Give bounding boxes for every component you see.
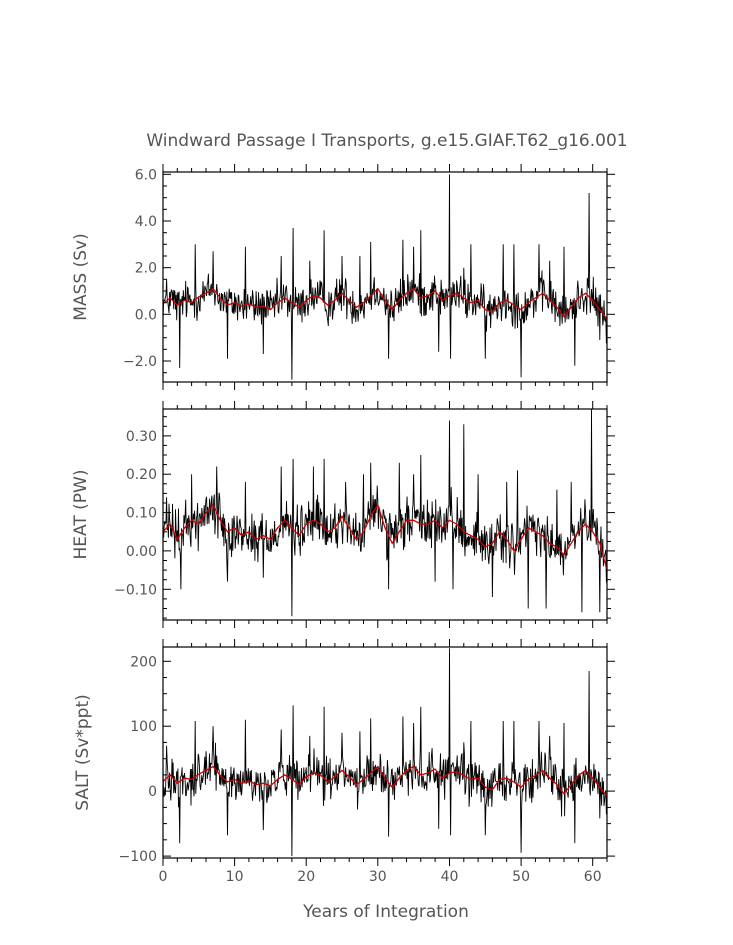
mass-y-axis-label: MASS (Sv) bbox=[71, 233, 91, 320]
x-tick-label: 30 bbox=[369, 869, 387, 885]
salt-monthly-line bbox=[163, 648, 607, 857]
salt-y-tick-label: −100 bbox=[119, 849, 157, 865]
salt-plot-frame bbox=[162, 646, 608, 859]
mass-y-tick-label: −2.0 bbox=[123, 354, 157, 370]
chart-title: Windward Passage I Transports, g.e15.GIA… bbox=[146, 131, 627, 151]
x-tick-label: 40 bbox=[441, 869, 459, 885]
heat-smoothed-line bbox=[163, 503, 607, 571]
mass-y-tick-label: 0.0 bbox=[135, 307, 157, 323]
heat-y-axis-label: HEAT (PW) bbox=[71, 470, 91, 560]
heat-y-tick-label: 0.30 bbox=[126, 429, 157, 445]
mass-y-tick-label: 2.0 bbox=[135, 261, 157, 277]
salt-y-tick-label: 100 bbox=[130, 719, 157, 735]
mass-y-tick-label: 4.0 bbox=[135, 214, 157, 230]
x-tick-label: 10 bbox=[226, 869, 244, 885]
mass-smoothed-line bbox=[163, 287, 607, 320]
x-tick-label: 60 bbox=[584, 869, 602, 885]
x-tick-label: 50 bbox=[512, 869, 530, 885]
x-tick-label: 0 bbox=[159, 869, 168, 885]
heat-y-tick-label: 0.20 bbox=[126, 467, 157, 483]
salt-y-tick-label: 200 bbox=[130, 654, 157, 670]
panel-salt: SALT (Sv*ppt) 200 100 0 −100 bbox=[73, 639, 615, 866]
mass-monthly-line bbox=[163, 174, 607, 380]
salt-y-tick-label: 0 bbox=[148, 784, 157, 800]
panel-mass: MASS (Sv) 6.0 4.0 2.0 0.0 −2.0 bbox=[71, 164, 615, 390]
heat-monthly-line bbox=[163, 409, 607, 617]
mass-y-tick-label: 6.0 bbox=[135, 167, 157, 183]
x-axis-label: Years of Integration bbox=[302, 902, 469, 922]
panel-heat: HEAT (PW) 0.30 0.20 0.10 0.00 −0.10 bbox=[71, 401, 615, 628]
x-tick-label: 20 bbox=[297, 869, 315, 885]
heat-y-tick-label: −0.10 bbox=[114, 582, 157, 598]
heat-y-tick-label: 0.10 bbox=[126, 506, 157, 522]
mass-plot-frame bbox=[162, 171, 608, 383]
heat-y-tick-label: 0.00 bbox=[126, 544, 157, 560]
salt-y-axis-label: SALT (Sv*ppt) bbox=[73, 694, 93, 811]
heat-plot-frame bbox=[162, 408, 608, 621]
salt-smoothed-line bbox=[163, 765, 607, 797]
